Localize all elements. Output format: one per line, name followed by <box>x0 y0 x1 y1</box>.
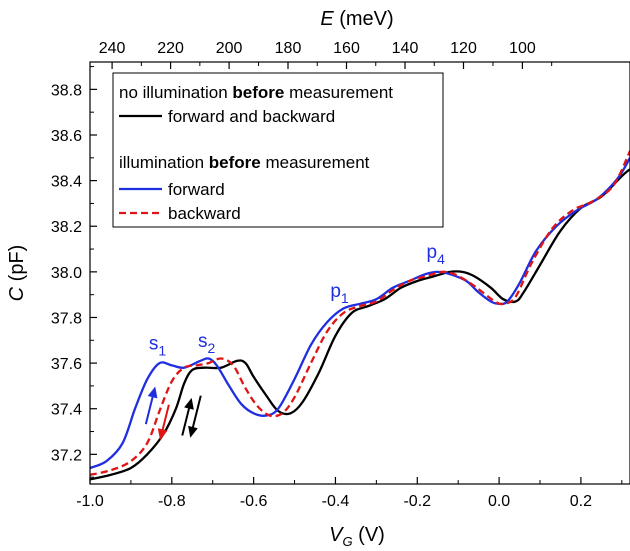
y-tick-label: 38.6 <box>51 128 82 145</box>
y-tick-label: 38.4 <box>51 174 82 191</box>
y-axis-title: C (pF) <box>6 245 28 302</box>
sweep-arrow-up-2 <box>181 397 194 436</box>
sweep-arrow-down-1 <box>157 404 170 441</box>
x2-tick-label: 180 <box>275 40 302 57</box>
x2-tick-label: 100 <box>509 40 536 57</box>
series-line-forward <box>89 157 630 470</box>
x2-tick-label: 220 <box>157 40 184 57</box>
series-line-forward-and-backward <box>89 168 630 481</box>
x2-axis-title: E (meV) <box>320 8 393 30</box>
x2-tick-label: 200 <box>216 40 243 57</box>
series-layer <box>89 150 630 481</box>
y-tick-label: 37.6 <box>51 356 82 373</box>
x-tick-label: -1.0 <box>76 493 104 510</box>
x2-tick-label: 160 <box>333 40 360 57</box>
y-tick-label: 37.8 <box>51 310 82 327</box>
sweep-arrow-up-0 <box>144 386 158 425</box>
peak-label-p1: p1 <box>330 281 349 306</box>
y-tick-label: 38.2 <box>51 219 82 236</box>
x-tick-label: -0.6 <box>240 493 268 510</box>
legend: no illumination before measurement forwa… <box>112 72 444 228</box>
x2-tick-label: 140 <box>392 40 419 57</box>
peak-label-s1: s1 <box>149 333 167 358</box>
sweep-arrow-down-3 <box>188 395 202 438</box>
peak-label-s2: s2 <box>198 331 216 356</box>
legend-group1-header: no illumination before measurement <box>119 83 393 102</box>
x2-tick-label: 120 <box>450 40 477 57</box>
legend-label-forward: forward <box>168 180 225 199</box>
legend-group2-header: illumination before measurement <box>119 153 370 172</box>
legend-label-backward: backward <box>168 204 241 223</box>
x2-tick-label: 240 <box>99 40 126 57</box>
legend-label-forward-and-backward: forward and backward <box>168 107 335 126</box>
series-line-backward <box>89 150 630 477</box>
y-tick-label: 37.4 <box>51 402 82 419</box>
y-tick-label: 38.8 <box>51 82 82 99</box>
x-tick-label: 0.0 <box>488 493 510 510</box>
x-axis-title: VG (V) <box>329 524 385 549</box>
x-tick-label: -0.8 <box>158 493 186 510</box>
x-tick-label: -0.2 <box>403 493 431 510</box>
x-tick-label: 0.2 <box>570 493 592 510</box>
legend-box <box>112 72 444 228</box>
plot-frame <box>89 61 630 485</box>
y-tick-label: 37.2 <box>51 447 82 464</box>
annotation-layer: s1 s2 p1 p4 <box>144 242 445 441</box>
x-tick-label: -0.4 <box>322 493 350 510</box>
axes-layer: -1.0 -0.8 -0.6 -0.4 -0.2 0.0 0.2 37.2 37.4 37.6 37… <box>51 40 623 510</box>
y-tick-label: 38.0 <box>51 265 82 282</box>
peak-label-p4: p4 <box>426 242 445 267</box>
